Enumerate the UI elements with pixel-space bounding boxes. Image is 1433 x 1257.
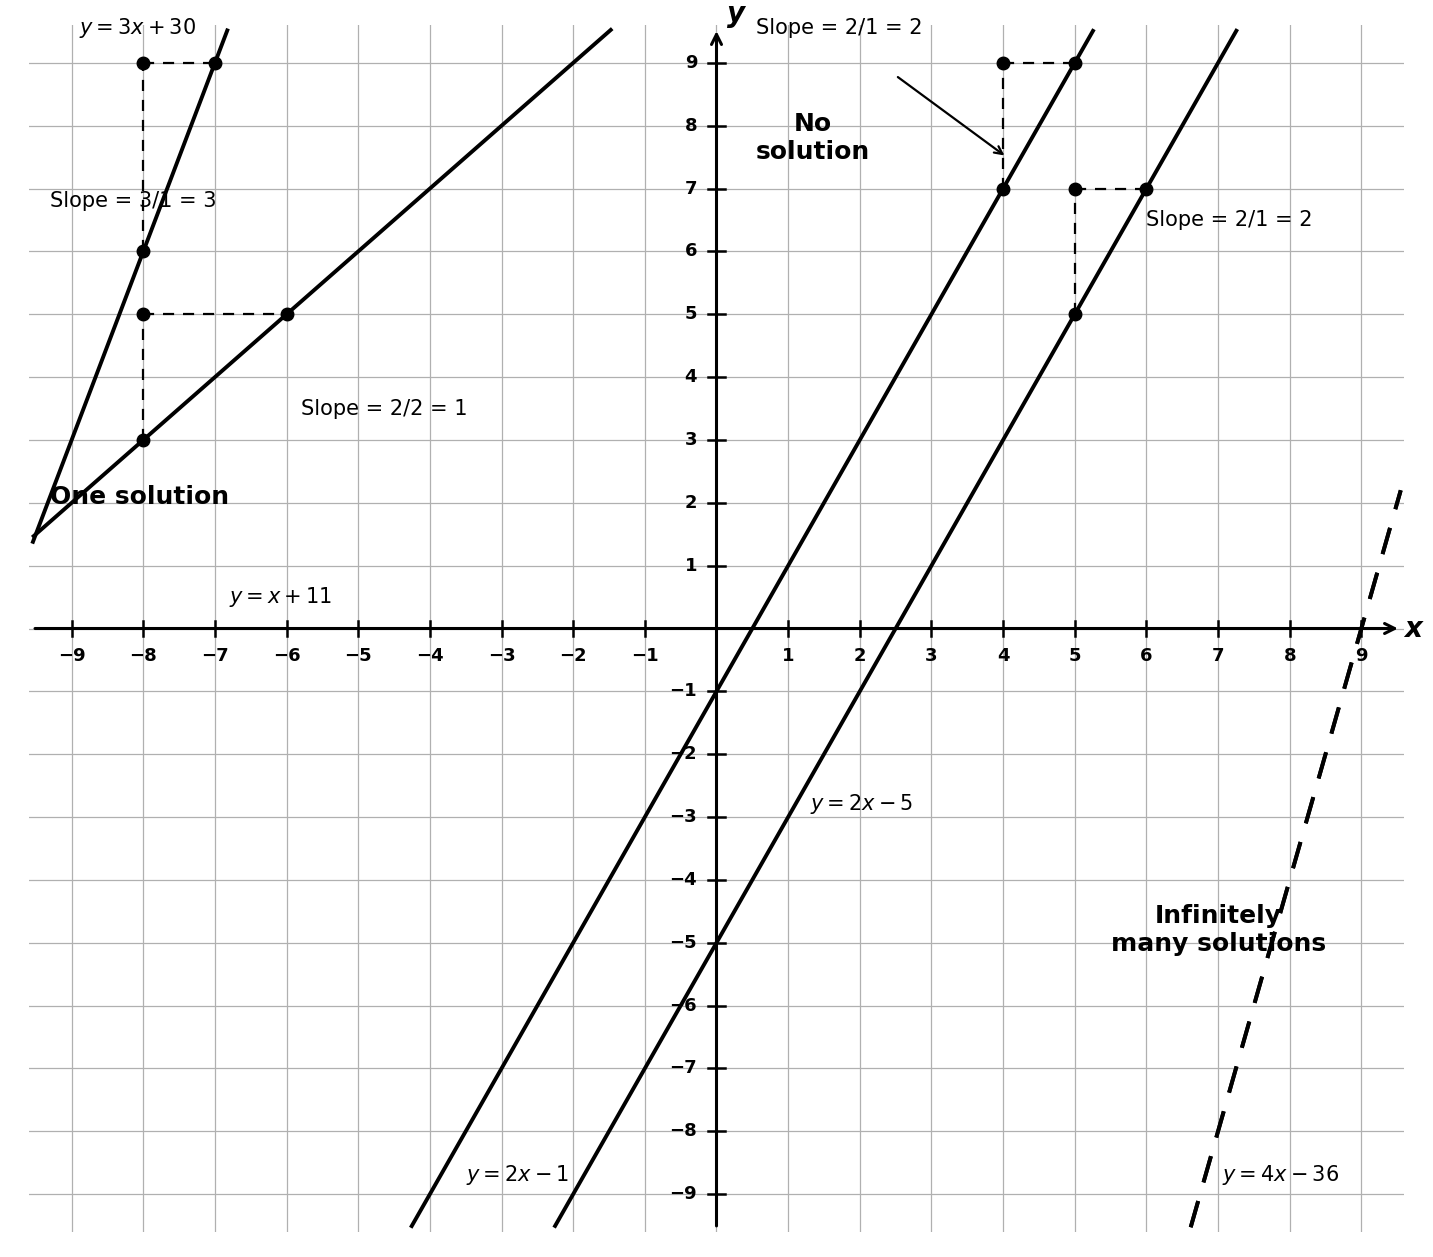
Text: 8: 8 <box>1284 647 1295 665</box>
Text: No
solution: No solution <box>755 112 870 165</box>
Text: $y = 4x - 36$: $y = 4x - 36$ <box>1221 1163 1338 1188</box>
Text: −7: −7 <box>201 647 229 665</box>
Text: $y = 2x - 5$: $y = 2x - 5$ <box>810 792 913 817</box>
Text: −6: −6 <box>272 647 301 665</box>
Text: 9: 9 <box>1356 647 1367 665</box>
Text: 6: 6 <box>685 243 696 260</box>
Text: 7: 7 <box>685 180 696 197</box>
Text: Slope = 3/1 = 3: Slope = 3/1 = 3 <box>50 191 216 211</box>
Text: Slope = 2/1 = 2: Slope = 2/1 = 2 <box>755 19 923 38</box>
Text: 8: 8 <box>685 117 696 134</box>
Text: −2: −2 <box>559 647 588 665</box>
Text: −4: −4 <box>669 871 696 889</box>
Text: Slope = 2/2 = 1: Slope = 2/2 = 1 <box>301 398 467 419</box>
Text: 5: 5 <box>685 305 696 323</box>
Text: 2: 2 <box>854 647 866 665</box>
Text: −8: −8 <box>129 647 158 665</box>
Text: 3: 3 <box>926 647 937 665</box>
Text: $y = 2x - 1$: $y = 2x - 1$ <box>466 1163 569 1188</box>
Text: Infinitely
many solutions: Infinitely many solutions <box>1111 904 1326 957</box>
Text: 5: 5 <box>1069 647 1080 665</box>
Text: −3: −3 <box>669 808 696 826</box>
Text: 1: 1 <box>685 557 696 574</box>
Text: 2: 2 <box>685 494 696 512</box>
Text: Slope = 2/1 = 2: Slope = 2/1 = 2 <box>1146 210 1313 230</box>
Text: One solution: One solution <box>50 484 229 509</box>
Text: −1: −1 <box>669 683 696 700</box>
Text: 4: 4 <box>997 647 1009 665</box>
Text: −2: −2 <box>669 745 696 763</box>
Text: y: y <box>727 0 745 29</box>
Text: −9: −9 <box>57 647 86 665</box>
Text: −5: −5 <box>344 647 373 665</box>
Text: −3: −3 <box>487 647 516 665</box>
Text: 6: 6 <box>1141 647 1152 665</box>
Text: 3: 3 <box>685 431 696 449</box>
Text: $y = x + 11$: $y = x + 11$ <box>229 585 332 610</box>
Text: 9: 9 <box>685 54 696 72</box>
Text: −9: −9 <box>669 1185 696 1203</box>
Text: $y = 3x + 30$: $y = 3x + 30$ <box>79 16 196 40</box>
Text: x: x <box>1404 615 1422 642</box>
Text: −1: −1 <box>631 647 659 665</box>
Text: −4: −4 <box>416 647 444 665</box>
Text: −6: −6 <box>669 997 696 1014</box>
Text: −5: −5 <box>669 934 696 952</box>
Text: 7: 7 <box>1212 647 1224 665</box>
Text: 4: 4 <box>685 368 696 386</box>
Text: −8: −8 <box>669 1123 696 1140</box>
Text: −7: −7 <box>669 1060 696 1077</box>
Text: 1: 1 <box>782 647 794 665</box>
